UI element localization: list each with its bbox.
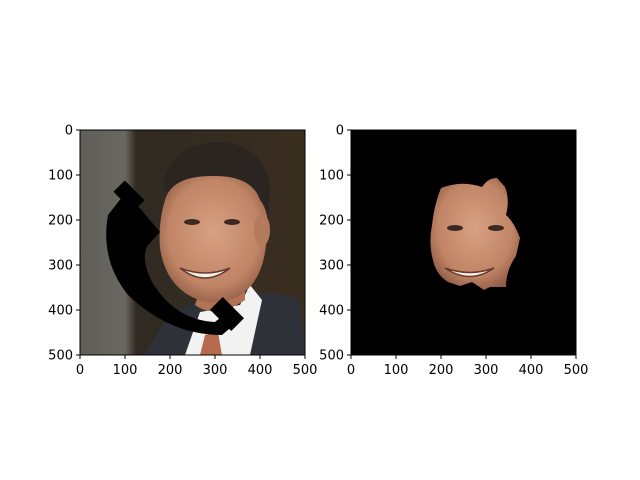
left-image-panel	[80, 130, 305, 355]
panel1-ytick-label-100: 100	[48, 169, 73, 184]
panel1-xtick-label-500: 500	[293, 363, 318, 378]
segmented-face	[430, 178, 520, 290]
panel1-xtick-label-300: 300	[203, 363, 228, 378]
mask-smile	[444, 267, 495, 278]
mask-right-eye	[488, 225, 504, 231]
tie	[200, 332, 222, 355]
panel2-xtick-label-100: 100	[384, 363, 409, 378]
panel2-xtick-label-300: 300	[474, 363, 499, 378]
panel2-ytick-label-300: 300	[319, 259, 344, 274]
right-image-panel	[351, 130, 576, 355]
panel2-ytick-label-0: 0	[336, 124, 344, 139]
panel2-xtick-label-400: 400	[519, 363, 544, 378]
panel2-xtick-label-500: 500	[564, 363, 589, 378]
panel2-xtick-label-200: 200	[429, 363, 454, 378]
phone-occlusion	[106, 180, 244, 335]
panel1-xtick-label-100: 100	[113, 363, 138, 378]
right-eye	[224, 219, 240, 225]
panel2-ytick-label-200: 200	[319, 214, 344, 229]
panel2-ytick-label-500: 500	[319, 349, 344, 364]
panel1-ytick-label-0: 0	[65, 124, 73, 139]
panel1-ytick-label-400: 400	[48, 304, 73, 319]
mask-left-eye	[447, 225, 463, 231]
panel1-xtick-label-0: 0	[76, 363, 84, 378]
panel2-ytick-label-100: 100	[319, 169, 344, 184]
panel2-xtick-label-0: 0	[347, 363, 355, 378]
panel1-ytick-label-300: 300	[48, 259, 73, 274]
smile	[179, 267, 231, 279]
panel1-ytick-label-200: 200	[48, 214, 73, 229]
hair	[163, 142, 270, 230]
right-axes-frame	[350, 129, 577, 356]
ear	[254, 214, 270, 246]
panel1-xtick-label-200: 200	[158, 363, 183, 378]
left-eye	[184, 219, 200, 225]
face	[159, 175, 268, 303]
panel2-ytick-label-400: 400	[319, 304, 344, 319]
panel1-ytick-label-500: 500	[48, 349, 73, 364]
panel1-xtick-label-400: 400	[248, 363, 273, 378]
left-axes-frame	[79, 129, 306, 356]
